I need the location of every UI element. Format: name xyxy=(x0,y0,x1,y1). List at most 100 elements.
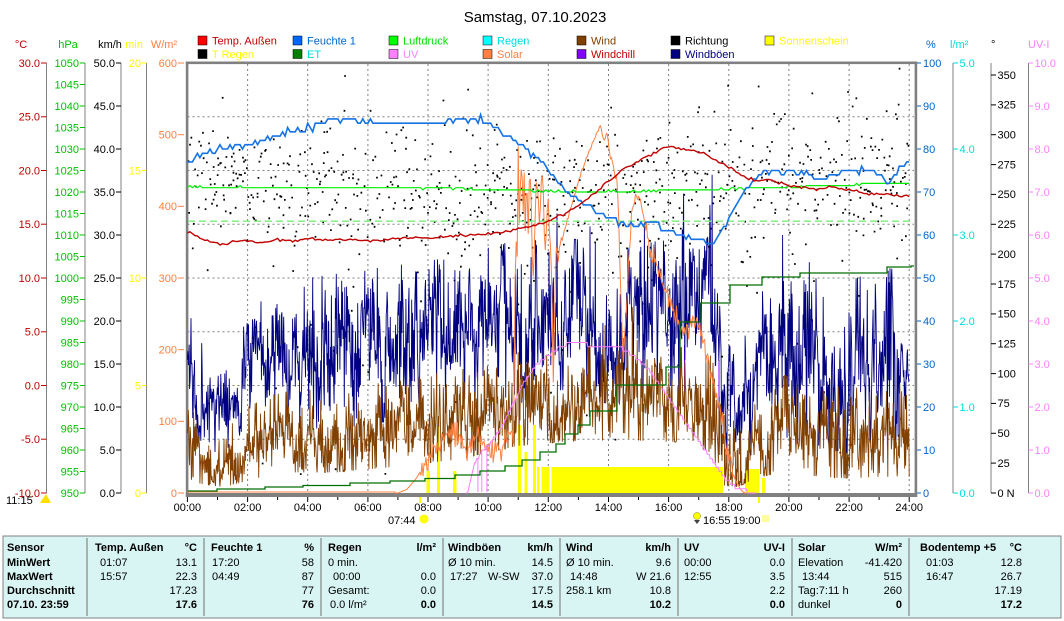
svg-text:40: 40 xyxy=(923,316,935,328)
svg-text:00:00: 00:00 xyxy=(174,502,202,514)
svg-text:Samstag, 07.10.2023: Samstag, 07.10.2023 xyxy=(464,9,607,26)
svg-text:ET: ET xyxy=(307,49,321,61)
svg-text:35.0: 35.0 xyxy=(94,187,115,199)
svg-text:4.0: 4.0 xyxy=(960,144,975,156)
svg-text:Durchschnitt: Durchschnitt xyxy=(7,585,75,597)
svg-text:9.6: 9.6 xyxy=(656,557,671,569)
svg-text:MinWert: MinWert xyxy=(7,557,51,569)
svg-text:12:55: 12:55 xyxy=(684,571,712,583)
svg-text:14.5: 14.5 xyxy=(532,599,553,611)
svg-text:Windböen: Windböen xyxy=(685,49,735,61)
svg-text:50.0: 50.0 xyxy=(94,58,115,70)
svg-text:17:27: 17:27 xyxy=(450,571,478,583)
svg-text:15.0: 15.0 xyxy=(94,359,115,371)
svg-text:11:15: 11:15 xyxy=(6,495,33,507)
svg-text:1010: 1010 xyxy=(55,230,79,242)
svg-text:Wind: Wind xyxy=(591,36,616,48)
svg-text:Windchill: Windchill xyxy=(591,49,635,61)
svg-text:UV-I: UV-I xyxy=(764,542,785,554)
svg-text:960: 960 xyxy=(61,445,79,457)
svg-text:10.0: 10.0 xyxy=(19,273,40,285)
svg-text:0.0: 0.0 xyxy=(421,585,436,597)
svg-text:0.0: 0.0 xyxy=(421,599,436,611)
svg-text:30: 30 xyxy=(923,359,935,371)
svg-text:0.0: 0.0 xyxy=(770,599,785,611)
svg-text:37.0: 37.0 xyxy=(532,571,553,583)
svg-text:3.0: 3.0 xyxy=(1035,359,1050,371)
svg-text:Temp. Außen: Temp. Außen xyxy=(212,36,277,48)
svg-text:90: 90 xyxy=(923,101,935,113)
svg-text:Sensor: Sensor xyxy=(7,542,45,554)
svg-text:17.2: 17.2 xyxy=(1001,599,1022,611)
svg-text:14.5: 14.5 xyxy=(532,557,553,569)
svg-text:20: 20 xyxy=(923,402,935,414)
svg-text:16:55: 16:55 xyxy=(703,515,731,527)
svg-text:175: 175 xyxy=(998,279,1016,291)
svg-text:400: 400 xyxy=(159,201,177,213)
svg-text:25.0: 25.0 xyxy=(19,112,40,124)
svg-text:2.2: 2.2 xyxy=(770,585,785,597)
svg-text:10:00: 10:00 xyxy=(474,502,502,514)
svg-text:°C: °C xyxy=(185,542,197,554)
svg-text:0.0 l/m²: 0.0 l/m² xyxy=(330,599,367,611)
svg-text:Wind: Wind xyxy=(566,542,593,554)
svg-text:0: 0 xyxy=(896,599,902,611)
svg-text:980: 980 xyxy=(61,359,79,371)
svg-text:Gesamt:: Gesamt: xyxy=(328,585,370,597)
svg-text:250: 250 xyxy=(998,189,1016,201)
svg-text:100: 100 xyxy=(159,416,177,428)
svg-text:225: 225 xyxy=(998,219,1016,231)
svg-text:04:00: 04:00 xyxy=(294,502,322,514)
svg-text:20.0: 20.0 xyxy=(94,316,115,328)
svg-text:UV: UV xyxy=(403,49,419,61)
svg-text:l/m²: l/m² xyxy=(950,39,969,51)
svg-text:10.8: 10.8 xyxy=(650,585,671,597)
svg-text:1005: 1005 xyxy=(55,251,79,263)
svg-text:515: 515 xyxy=(884,571,902,583)
svg-text:1.0: 1.0 xyxy=(1035,445,1050,457)
svg-text:76: 76 xyxy=(302,599,314,611)
svg-text:Solar: Solar xyxy=(497,49,523,61)
svg-text:0 N: 0 N xyxy=(998,488,1015,500)
svg-text:Tag:7:11 h: Tag:7:11 h xyxy=(798,585,849,597)
svg-text:50: 50 xyxy=(923,273,935,285)
svg-text:min: min xyxy=(125,39,143,51)
svg-text:Feuchte 1: Feuchte 1 xyxy=(211,542,262,554)
svg-text:20.0: 20.0 xyxy=(19,165,40,177)
svg-text:19:00: 19:00 xyxy=(733,515,761,527)
svg-text:0.0: 0.0 xyxy=(100,488,115,500)
svg-text:12.8: 12.8 xyxy=(1001,557,1022,569)
svg-text:300: 300 xyxy=(159,273,177,285)
svg-text:25: 25 xyxy=(998,458,1010,470)
svg-text:24:00: 24:00 xyxy=(895,502,923,514)
svg-text:MaxWert: MaxWert xyxy=(7,571,53,583)
svg-text:77: 77 xyxy=(302,585,314,597)
svg-text:965: 965 xyxy=(61,423,79,435)
svg-text:0.0: 0.0 xyxy=(1035,488,1050,500)
svg-text:0.0: 0.0 xyxy=(421,571,436,583)
svg-text:950: 950 xyxy=(61,488,79,500)
svg-text:125: 125 xyxy=(998,339,1016,351)
svg-text:W-SW: W-SW xyxy=(488,571,520,583)
svg-text:%: % xyxy=(304,542,314,554)
svg-text:1.0: 1.0 xyxy=(960,402,975,414)
svg-text:200: 200 xyxy=(159,345,177,357)
svg-text:Temp. Außen: Temp. Außen xyxy=(95,542,164,554)
svg-text:275: 275 xyxy=(998,159,1016,171)
svg-text:350: 350 xyxy=(998,70,1016,82)
svg-text:5.0: 5.0 xyxy=(100,445,115,457)
svg-text:12:00: 12:00 xyxy=(535,502,563,514)
svg-text:14:00: 14:00 xyxy=(595,502,623,514)
svg-text:0.0: 0.0 xyxy=(960,488,975,500)
svg-text:T Regen: T Regen xyxy=(212,49,254,61)
svg-text:l/m²: l/m² xyxy=(416,542,436,554)
svg-text:13.1: 13.1 xyxy=(176,557,197,569)
svg-text:0.0: 0.0 xyxy=(25,380,40,392)
svg-text:17.6: 17.6 xyxy=(176,599,197,611)
svg-text:hPa: hPa xyxy=(58,39,78,51)
svg-text:20:00: 20:00 xyxy=(775,502,803,514)
svg-text:955: 955 xyxy=(61,466,79,478)
svg-text:25.0: 25.0 xyxy=(94,273,115,285)
svg-text:km/h: km/h xyxy=(645,542,671,554)
svg-text:14:48: 14:48 xyxy=(570,571,598,583)
